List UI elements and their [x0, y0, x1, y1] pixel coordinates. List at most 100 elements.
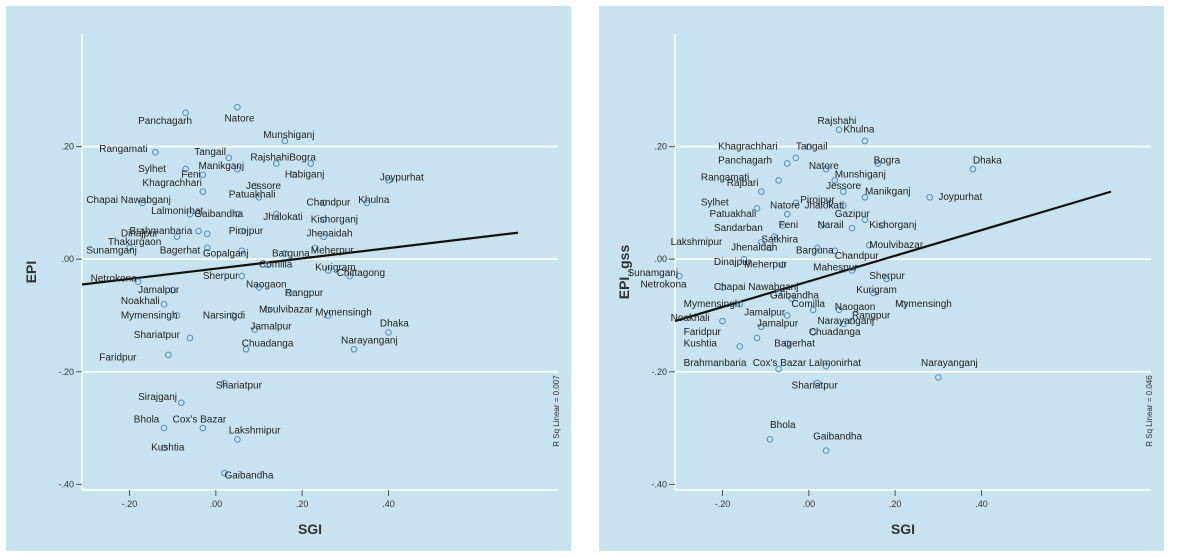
- data-point: [883, 275, 890, 283]
- data-point: [272, 160, 280, 167]
- point-label: Bogra: [874, 155, 901, 166]
- point-label: Sylhet: [138, 164, 166, 175]
- x-axis-title: SGI: [891, 521, 915, 537]
- point-label: Moulvibazar: [869, 240, 924, 251]
- point-label: Bagerhat: [160, 246, 201, 257]
- point-label: Thakurgaon: [108, 237, 161, 248]
- point-label: Dhaka: [973, 155, 1002, 166]
- point-label: Joypurhat: [380, 172, 424, 183]
- point-label: Gopalganj: [203, 248, 249, 259]
- data-point: [234, 165, 241, 173]
- data-point: [182, 165, 189, 173]
- point-label: Narayanganj: [921, 358, 978, 369]
- data-point: [783, 312, 791, 319]
- point-label: Gaibandha: [770, 291, 819, 302]
- data-point: [255, 284, 263, 291]
- point-label: Comilla: [792, 299, 826, 310]
- data-point: [255, 193, 263, 201]
- point-label: Bhola: [770, 420, 796, 431]
- data-point: [870, 289, 877, 297]
- point-label: Natore: [809, 161, 839, 172]
- point-label: Chuadanga: [809, 327, 861, 338]
- point-label: Barguna: [796, 246, 834, 257]
- data-point: [272, 210, 280, 218]
- data-point: [199, 424, 207, 432]
- data-point: [251, 326, 258, 333]
- point-label: Brahmanbaria: [129, 226, 192, 237]
- y-tick-label: .20: [61, 142, 74, 152]
- point-label: Moulvibazar: [259, 305, 314, 316]
- regression-line: [674, 190, 1112, 323]
- data-point: [848, 224, 856, 232]
- data-point: [861, 137, 869, 145]
- data-point: [719, 284, 726, 291]
- data-point: [775, 289, 782, 297]
- point-label: Manikganj: [865, 186, 911, 197]
- data-point: [766, 436, 774, 443]
- point-label: Gazipur: [835, 209, 871, 220]
- point-label: Naogaon: [835, 302, 876, 313]
- point-label: Chandpur: [835, 251, 880, 262]
- point-label: Sherpur: [203, 271, 239, 282]
- data-point: [264, 261, 271, 269]
- data-point: [238, 272, 246, 280]
- point-label: Mymensingh: [895, 299, 952, 310]
- point-label: Satkhira: [761, 234, 798, 245]
- point-label: Dinajpur: [714, 257, 752, 268]
- point-label: Joypurhat: [938, 192, 982, 203]
- point-label: Tangail: [796, 141, 828, 152]
- data-point: [203, 244, 211, 252]
- data-point: [935, 374, 942, 381]
- data-point: [177, 399, 185, 407]
- point-label: Feni: [779, 220, 798, 231]
- data-point: [221, 379, 228, 387]
- data-point: [758, 323, 765, 331]
- point-label: Jhenaidah: [731, 243, 777, 254]
- data-point: [805, 143, 813, 150]
- y-axis-title: EPI_gss: [616, 245, 632, 300]
- data-point: [736, 343, 744, 350]
- data-point: [281, 250, 289, 257]
- data-point: [152, 148, 159, 156]
- point-label: Rangamati: [701, 172, 749, 183]
- point-label: Noakhali: [671, 313, 710, 324]
- data-point: [753, 334, 761, 342]
- data-point: [139, 199, 146, 207]
- point-label: Dinajpur: [121, 229, 159, 240]
- data-point: [766, 244, 774, 252]
- point-label: Cox's Bazar: [173, 414, 227, 425]
- chart-panel-epi-gss: -.40 -.20 .00 .20 -.20 .00 .20 .40 SGI EPI_gss Raj…: [599, 6, 1164, 551]
- data-point: [199, 171, 207, 179]
- point-label: Shariatpur: [134, 330, 181, 341]
- point-label: Mymensingh: [121, 310, 178, 321]
- data-point: [788, 295, 795, 302]
- data-point: [840, 188, 847, 195]
- data-point: [385, 177, 392, 184]
- x-axis-title: SGI: [298, 521, 322, 537]
- data-point: [160, 300, 168, 308]
- data-point: [878, 222, 886, 229]
- point-label: Jhalokati: [805, 201, 844, 212]
- data-point: [182, 109, 189, 117]
- point-label: Sherpur: [869, 271, 905, 282]
- data-point: [234, 103, 241, 111]
- point-label: Gaibandha: [224, 471, 273, 482]
- data-point: [822, 362, 830, 370]
- data-point: [818, 222, 826, 229]
- point-label: Bhola: [134, 414, 160, 425]
- point-label: Narayanganj: [817, 316, 874, 327]
- data-point: [740, 255, 748, 263]
- point-label: Pirojpur: [229, 226, 264, 237]
- data-point: [827, 199, 834, 207]
- point-label: Chittagong: [337, 268, 385, 279]
- point-label: Natore: [224, 113, 254, 124]
- scatter-chart-epi: -.40 -.20 .00 .20 -.20 .00 .20 .40 SGI EPI Panchag…: [23, 34, 561, 537]
- y-tick-label: -.40: [651, 479, 667, 489]
- data-point: [346, 272, 353, 280]
- data-point: [385, 329, 392, 336]
- regression-line: [81, 231, 519, 286]
- data-point: [848, 317, 856, 325]
- point-label: Jhenaidah: [306, 229, 352, 240]
- y-tick-label: -.20: [58, 367, 74, 377]
- point-label: Khagrachhari: [718, 141, 777, 152]
